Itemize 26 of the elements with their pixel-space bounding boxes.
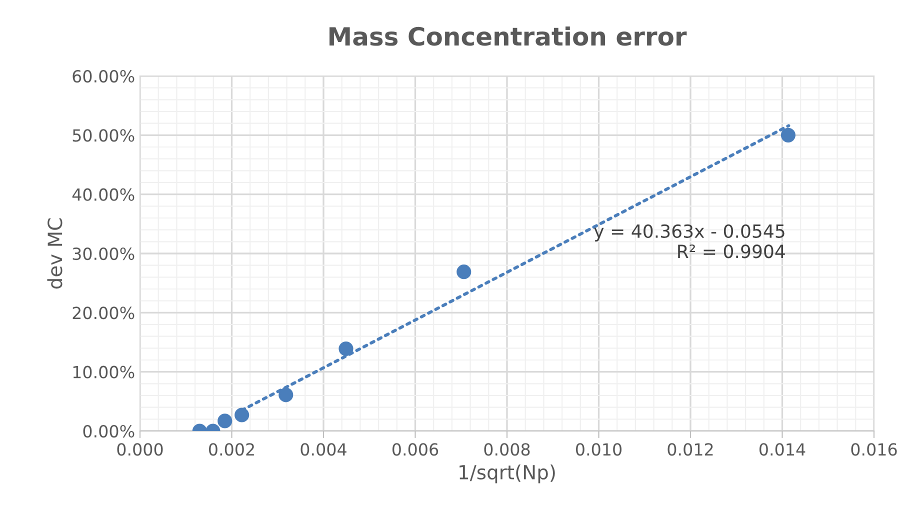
x-tick-label: 0.012 (668, 443, 713, 456)
point (278, 388, 294, 402)
x-tick-label: 0.000 (117, 443, 163, 456)
y-tick-label: 40.00% (72, 188, 134, 201)
x-tick-label: 0.014 (759, 443, 806, 456)
x-tick-label: 0.016 (851, 443, 897, 456)
x-tick-label: 0.006 (392, 443, 438, 456)
point (456, 264, 472, 280)
x-axis-title: 1/sqrt(Np) (460, 464, 555, 484)
y-tick-label: 0.00% (83, 424, 134, 438)
y-tick-label: 20.00% (72, 306, 134, 320)
annotation: y = 40.363x - 0.0545 R² = 0.9904 (594, 224, 785, 258)
y-axis-title: dev MC (47, 218, 62, 289)
point (780, 128, 796, 142)
x-tick-label: 0.002 (208, 443, 254, 456)
point (234, 408, 250, 422)
y-tick-label: 10.00% (73, 366, 134, 378)
x-tick-label: 0.004 (300, 443, 346, 456)
y-tick-label: 60.00% (72, 70, 134, 83)
x-tick-label: 0.010 (576, 443, 622, 456)
chart-title: Mass Concentration error (330, 26, 687, 46)
x-tick-label: 0.008 (484, 443, 530, 456)
point (338, 341, 354, 356)
point (218, 414, 232, 428)
y-tick-label: 30.00% (72, 247, 134, 260)
y-tick-label: 50.00% (72, 129, 134, 142)
